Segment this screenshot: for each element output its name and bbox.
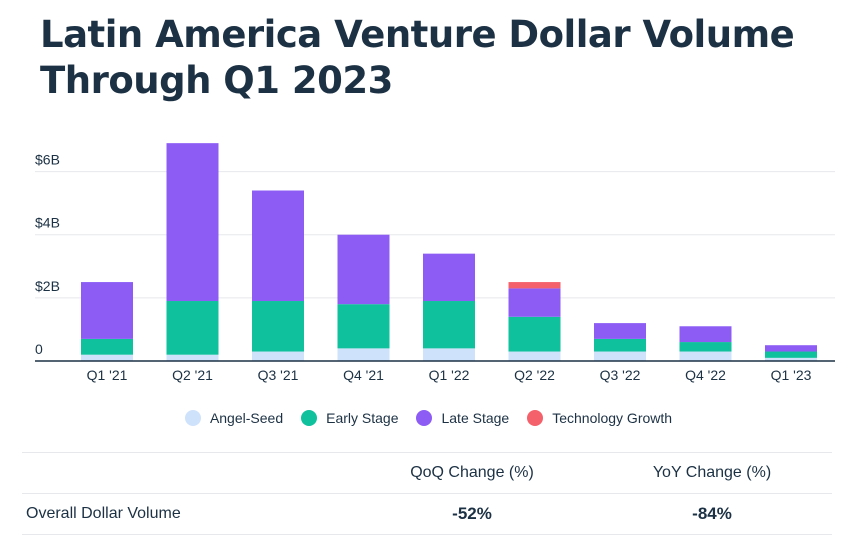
bar-angel-seed bbox=[423, 348, 475, 361]
x-tick-label: Q4 '22 bbox=[685, 367, 726, 383]
yoy-value: -84% bbox=[692, 504, 732, 523]
bar-angel-seed bbox=[252, 351, 304, 361]
legend-swatch-technology-growth bbox=[527, 410, 544, 426]
table-header-row: QoQ Change (%) YoY Change (%) bbox=[22, 452, 832, 493]
bar-early-stage bbox=[252, 301, 304, 352]
bar-early-stage bbox=[166, 301, 219, 355]
x-tick-label: Q1 '21 bbox=[87, 367, 128, 383]
legend-item-late-stage: Late Stage bbox=[416, 410, 509, 426]
y-tick-label: $4B bbox=[35, 215, 60, 231]
bar-late-stage bbox=[81, 282, 133, 339]
bar-angel-seed bbox=[337, 348, 390, 361]
bar-late-stage bbox=[252, 190, 304, 302]
x-tick-label: Q4 '21 bbox=[343, 367, 384, 383]
legend-swatch-angel-seed bbox=[184, 410, 201, 426]
bar-early-stage bbox=[337, 304, 390, 349]
chart-legend: Angel-Seed Early Stage Late Stage Techno… bbox=[0, 410, 857, 426]
bar-late-stage bbox=[508, 288, 561, 317]
bar-angel-seed bbox=[166, 354, 219, 361]
legend-item-angel-seed: Angel-Seed bbox=[184, 410, 284, 426]
bar-late-stage bbox=[423, 253, 475, 302]
bar-late-stage bbox=[337, 234, 390, 305]
legend-label-late-stage: Late Stage bbox=[441, 410, 510, 426]
stacked-bar-chart: 0 $2B $4B $6B Q1 '21 Q2 '21 Q3 '21 Q4 '21 Q1 '22… bbox=[35, 143, 835, 383]
y-tick-label: 0 bbox=[35, 341, 43, 357]
x-tick-label: Q1 '23 bbox=[771, 367, 812, 383]
bar-angel-seed bbox=[508, 351, 561, 361]
bar-angel-seed bbox=[765, 357, 817, 361]
row-label: Overall Dollar Volume bbox=[26, 505, 181, 522]
x-tick-label: Q2 '21 bbox=[172, 367, 213, 383]
bar-technology-growth bbox=[508, 282, 561, 289]
change-table: QoQ Change (%) YoY Change (%) Overall Do… bbox=[22, 452, 832, 535]
x-tick-label: Q1 '22 bbox=[429, 367, 470, 383]
table-header-yoy: YoY Change (%) bbox=[652, 464, 772, 481]
qoq-value: -52% bbox=[452, 504, 492, 523]
x-tick-label: Q2 '22 bbox=[514, 367, 555, 383]
y-tick-label: $2B bbox=[35, 278, 60, 294]
bar-late-stage bbox=[594, 323, 646, 339]
legend-swatch-early-stage bbox=[301, 410, 318, 426]
legend-item-early-stage: Early Stage bbox=[301, 410, 398, 426]
legend-item-technology-growth: Technology Growth bbox=[527, 410, 672, 426]
legend-swatch-late-stage bbox=[416, 410, 433, 426]
x-tick-label: Q3 '22 bbox=[600, 367, 641, 383]
table-header-qoq: QoQ Change (%) bbox=[410, 464, 534, 481]
title-line-1: Latin America Venture Dollar Volume bbox=[40, 13, 795, 56]
title-line-2: Through Q1 2023 bbox=[40, 59, 393, 102]
bar-angel-seed bbox=[679, 351, 732, 361]
chart-title: Latin America Venture Dollar Volume Thro… bbox=[40, 12, 840, 104]
bar-late-stage bbox=[166, 143, 219, 302]
bar-early-stage bbox=[765, 351, 817, 358]
bar-early-stage bbox=[423, 301, 475, 349]
bar-angel-seed bbox=[594, 351, 646, 361]
bar-early-stage bbox=[594, 338, 646, 352]
bar-late-stage bbox=[765, 345, 817, 352]
bar-angel-seed bbox=[81, 354, 133, 361]
legend-label-angel-seed: Angel-Seed bbox=[209, 410, 284, 426]
bar-early-stage bbox=[508, 316, 561, 352]
bar-early-stage bbox=[679, 342, 732, 352]
x-tick-label: Q3 '21 bbox=[258, 367, 299, 383]
legend-label-early-stage: Early Stage bbox=[326, 410, 399, 426]
y-tick-label: $6B bbox=[35, 152, 60, 168]
legend-label-technology-growth: Technology Growth bbox=[552, 410, 673, 426]
bar-late-stage bbox=[679, 326, 732, 343]
bar-early-stage bbox=[81, 338, 133, 355]
table-row: Overall Dollar Volume -52% -84% bbox=[22, 493, 832, 535]
